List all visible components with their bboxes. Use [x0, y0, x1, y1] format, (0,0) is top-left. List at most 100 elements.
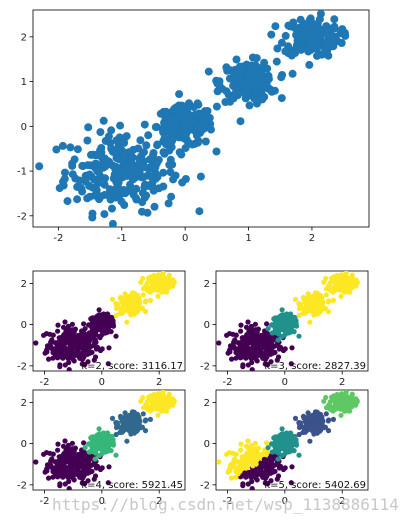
scatter-point [184, 138, 193, 147]
scatter-point [113, 431, 119, 438]
scatter-point [89, 150, 98, 159]
scatter-point [92, 337, 98, 343]
scatter-point [130, 165, 139, 173]
scatter-point [253, 99, 261, 108]
y-tick-label: 0 [204, 439, 210, 450]
y-tick-label: -2 [17, 211, 27, 222]
scatter-point [48, 458, 54, 464]
scatter-point [334, 272, 340, 279]
scatter-point [277, 94, 286, 103]
scatter-point [157, 281, 163, 287]
scatter-point [302, 296, 308, 302]
scatter-point [323, 27, 331, 36]
scatter-point [248, 68, 257, 77]
scatter-point [137, 173, 146, 182]
scatter-point [96, 128, 105, 137]
scatter-point [108, 448, 114, 454]
scatter-point [289, 442, 295, 448]
scatter-point [33, 459, 39, 465]
scatter-point [275, 456, 281, 462]
scatter-point [55, 328, 61, 334]
scatter-point [107, 126, 116, 135]
scatter-point [119, 415, 125, 421]
scatter-point [59, 461, 65, 467]
scatter-point [33, 340, 39, 346]
scatter-point [93, 346, 99, 352]
scatter-point [78, 456, 84, 462]
scatter-point [245, 481, 251, 487]
scatter-point [26, 451, 31, 456]
scatter-point [340, 281, 346, 287]
scatter-point [275, 323, 282, 329]
scatter-point [347, 408, 353, 414]
scatter-point [323, 292, 329, 298]
subplot-k3: -2 0 2 -2 0 2 k=3, score: 2827.39 [200, 270, 369, 388]
scatter-point [166, 391, 172, 397]
scatter-point [55, 447, 61, 453]
scatter-point [230, 331, 236, 337]
scatter-point [116, 121, 125, 130]
scatter-point [252, 440, 258, 446]
scatter-point [164, 199, 173, 208]
scatter-point [251, 61, 260, 70]
scatter-point [118, 186, 127, 195]
scatter-point [305, 60, 314, 69]
scatter-point [142, 191, 151, 200]
scatter-point [334, 401, 340, 407]
scatter-point [307, 416, 313, 422]
scatter-point [76, 341, 82, 347]
y-tick-label: 0 [21, 320, 27, 331]
x-tick-label: 2 [156, 377, 162, 388]
scatter-point [98, 442, 104, 448]
scatter-point [245, 101, 254, 110]
scatter-point [136, 136, 145, 145]
scatter-point [255, 326, 261, 332]
scatter-point [292, 24, 301, 33]
scatter-point [69, 440, 75, 446]
scatter-point [96, 426, 102, 432]
scatter-point [63, 197, 72, 206]
scatter-point [131, 430, 137, 436]
scatter-point [57, 483, 63, 489]
scatter-point [209, 332, 214, 337]
scatter-point [224, 451, 230, 457]
scatter-point [268, 469, 274, 475]
scatter-point [106, 345, 112, 351]
y-tick-label: -2 [200, 361, 210, 372]
scatter-point [251, 447, 257, 453]
scatter-point [98, 323, 104, 329]
scatter-point [267, 30, 276, 39]
scatter-point [112, 136, 121, 145]
scatter-point [166, 155, 175, 164]
scatter-point [252, 54, 261, 63]
scatter-point [254, 334, 260, 340]
scatter-point [120, 138, 129, 147]
scatter-point [282, 465, 288, 471]
scatter-point [198, 118, 207, 127]
scatter-point [340, 400, 346, 406]
scatter-point [231, 458, 237, 464]
scatter-point [257, 470, 263, 476]
x-tick-label: 0 [99, 377, 105, 388]
scatter-point [252, 321, 258, 327]
scatter-point [255, 445, 261, 451]
scatter-point [128, 300, 134, 306]
scatter-point [269, 330, 275, 336]
scatter-point [192, 131, 201, 140]
scatter-point [124, 297, 130, 303]
scatter-point [202, 108, 211, 117]
scatter-point [61, 451, 67, 457]
scatter-point [291, 434, 297, 440]
scatter-point [241, 465, 247, 471]
scatter-point [123, 163, 132, 172]
scatter-point [112, 162, 121, 171]
scatter-point [111, 149, 120, 158]
scatter-point [68, 459, 74, 465]
scatter-point [225, 74, 234, 83]
scatter-point [109, 296, 116, 302]
scatter-point [292, 296, 299, 302]
scatter-point [59, 470, 65, 476]
scatter-point [169, 175, 178, 184]
scatter-point [277, 73, 286, 82]
